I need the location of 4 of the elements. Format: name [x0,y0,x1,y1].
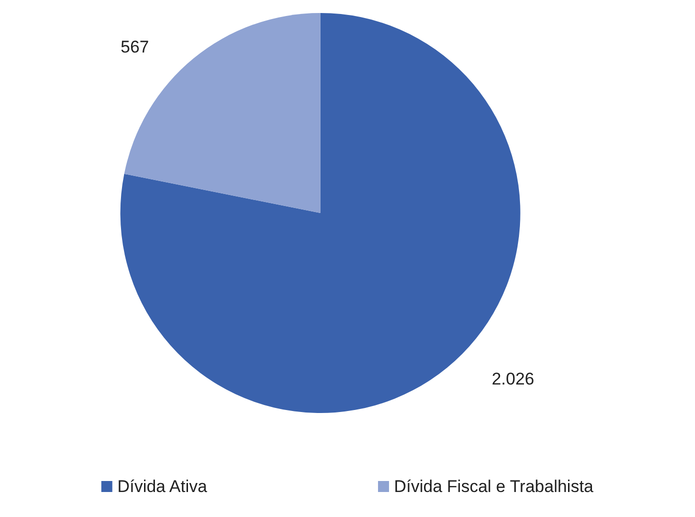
legend-label: Dívida Ativa [117,477,208,496]
data-label: 2.026 [492,370,534,389]
data-label: 567 [120,37,149,56]
legend-label: Dívida Fiscal e Trabalhista [394,477,594,496]
